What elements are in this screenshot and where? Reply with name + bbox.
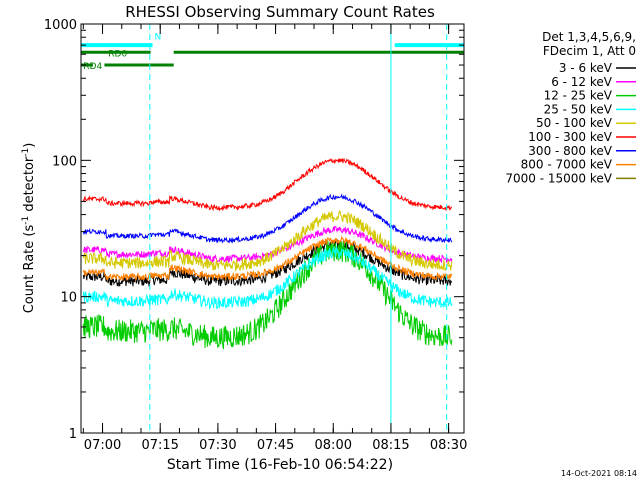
legend-entry-5: 50 - 100 keV (536, 116, 613, 130)
legend-entry-9: 7000 - 15000 keV (505, 171, 612, 185)
legend-header-line-2: FDecim 1, Att 0 (543, 44, 636, 58)
plot-frame (80, 23, 465, 434)
y-tick-label-2: 10 (60, 291, 77, 306)
timestamp: 14-Oct-2021 08:14 (561, 469, 637, 478)
legend-entry-6: 100 - 300 keV (528, 130, 612, 144)
x-axis-ticks: 07:00 07:15 07:30 07:45 08:00 08:15 08:30 (82, 24, 467, 453)
x-tick-label-4: 07:45 (257, 438, 294, 453)
series-line-6 (82, 157, 453, 212)
x-tick-label-6: 08:15 (372, 438, 409, 453)
y-axis-label: Count Rate (s-1 detector-1) (21, 143, 37, 314)
event-bar-label-3: RD4 (83, 62, 102, 72)
series-curves (82, 157, 453, 350)
event-bar-label-4: N (154, 32, 161, 42)
x-tick-label-5: 08:00 (315, 438, 352, 453)
legend-entry-3: 12 - 25 keV (544, 89, 613, 103)
legend-entry-4: 25 - 50 keV (544, 102, 613, 116)
legend-entry-2: 6 - 12 keV (551, 75, 613, 89)
chart-title: RHESSI Observing Summary Count Rates (125, 3, 435, 21)
x-tick-label-2: 07:15 (141, 438, 178, 453)
plot-area: RD0 RD4 N (80, 23, 465, 434)
y-tick-label-3: 100 (52, 154, 77, 169)
series-line-5 (82, 210, 453, 272)
y-tick-label-4: 1000 (44, 18, 77, 33)
x-tick-label-7: 08:30 (430, 438, 467, 453)
legend: Det 1,3,4,5,6,9, FDecim 1, Att 0 3 - 6 k… (505, 30, 636, 185)
x-tick-label-1: 07:00 (84, 438, 121, 453)
legend-entry-8: 800 - 7000 keV (521, 158, 613, 172)
event-bar-label-2: RD0 (108, 49, 127, 59)
y-axis-ticks: 1 10 100 1000 (44, 18, 464, 442)
legend-entry-7: 300 - 800 keV (528, 144, 612, 158)
legend-entry-1: 3 - 6 keV (559, 61, 613, 75)
y-tick-label-1: 1 (69, 427, 77, 442)
legend-header-line-1: Det 1,3,4,5,6,9, (542, 30, 636, 44)
x-tick-label-3: 07:30 (199, 438, 236, 453)
x-axis-label: Start Time (16-Feb-10 06:54:22) (167, 457, 393, 473)
